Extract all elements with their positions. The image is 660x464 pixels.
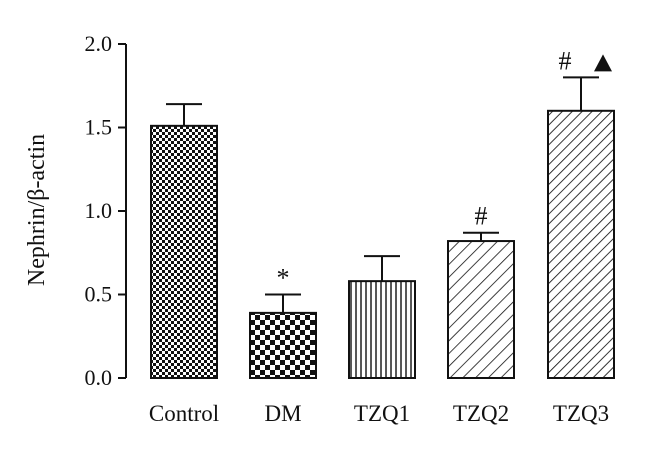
y-tick-label: 1.0 [85, 198, 113, 223]
annotations-group: * # # [277, 46, 612, 293]
error-bar-tzq3 [563, 76, 599, 111]
significance-marker: # [475, 202, 488, 231]
x-category-label: Control [149, 401, 219, 426]
bars-group [150, 109, 615, 380]
error-bars-group [166, 76, 599, 313]
error-bar-control [166, 103, 202, 126]
significance-marker: * [277, 264, 290, 293]
y-tick-label: 2.0 [85, 31, 113, 56]
triangle-marker-icon [594, 54, 612, 72]
error-bar-dm [265, 293, 301, 313]
x-category-label: DM [264, 401, 301, 426]
significance-marker: # [559, 46, 572, 75]
y-tick-label: 0.5 [85, 282, 113, 307]
bar-tzq3 [547, 109, 615, 380]
y-axis-ticks: 0.0 0.5 1.0 1.5 2.0 [85, 31, 126, 390]
bar-tzq2 [447, 240, 515, 379]
y-tick-label: 0.0 [85, 365, 113, 390]
error-bar-tzq2 [463, 231, 499, 242]
bar-tzq1 [348, 280, 416, 380]
x-category-label: TZQ2 [453, 401, 509, 426]
bar-control [150, 124, 218, 379]
bar-dm [249, 311, 317, 379]
x-category-label: TZQ3 [553, 401, 609, 426]
y-tick-label: 1.5 [85, 115, 113, 140]
error-bar-tzq1 [364, 255, 400, 282]
x-axis-labels: Control DM TZQ1 TZQ2 TZQ3 [149, 401, 609, 426]
y-axis-label: Nephrin/β-actin [24, 134, 50, 286]
x-category-label: TZQ1 [354, 401, 410, 426]
